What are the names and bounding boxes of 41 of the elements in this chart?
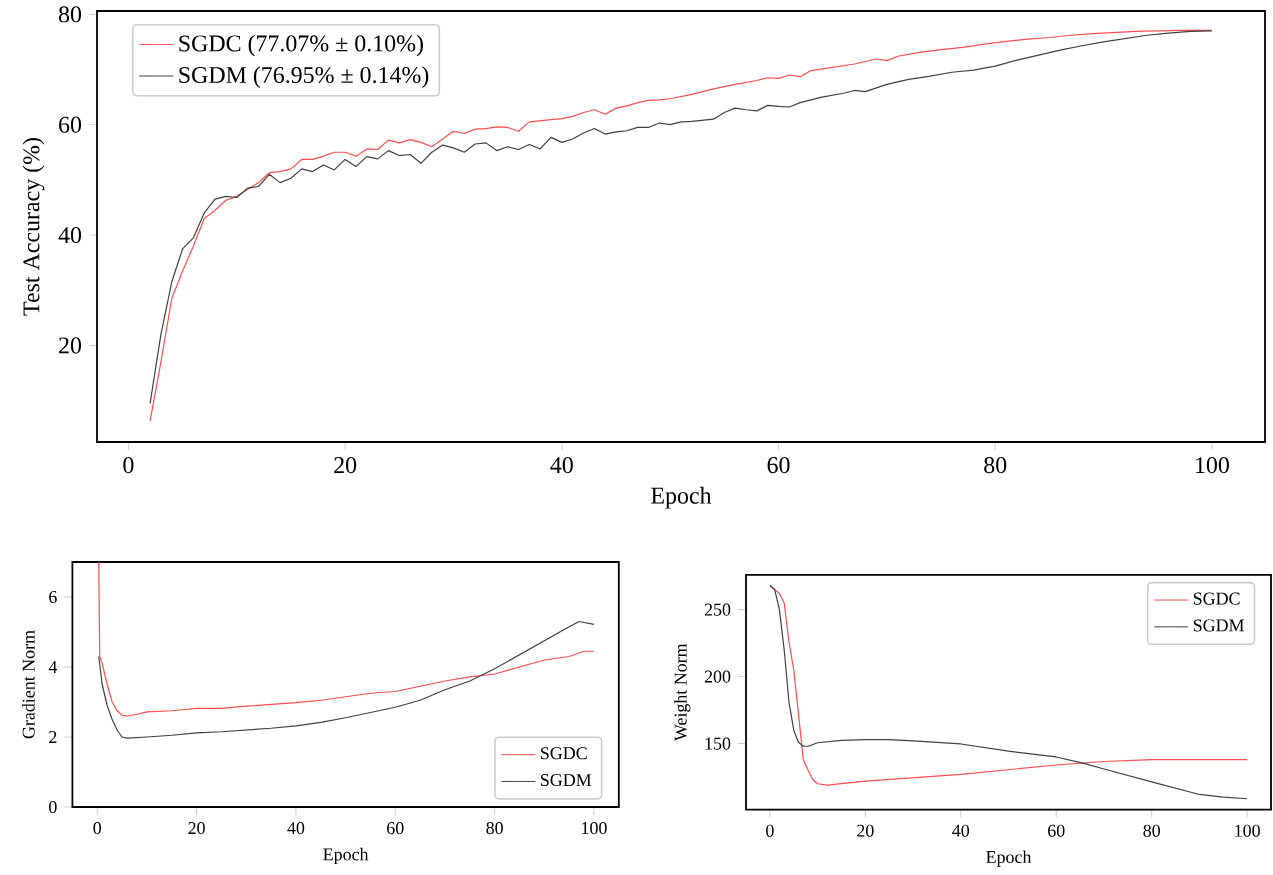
y-tick-label: 0 xyxy=(49,800,57,814)
x-axis-title: Epoch xyxy=(651,486,712,509)
x-tick-label: 20 xyxy=(334,457,357,474)
x-tick-label: 100 xyxy=(1196,457,1229,474)
y-tick-label: 40 xyxy=(58,226,82,244)
legend-label: SGDM xyxy=(1193,619,1244,632)
y-tick-label: 6 xyxy=(49,590,57,604)
y-tick-label: 200 xyxy=(704,670,731,683)
x-tick-label: 60 xyxy=(767,457,790,474)
x-tick-label: 0 xyxy=(93,822,102,835)
x-axis-title: Epoch xyxy=(986,850,1032,867)
x-tick-label: 40 xyxy=(287,822,305,835)
legend-label: SGDM xyxy=(541,774,592,787)
y-axis-title: Test Accuracy (%) xyxy=(22,138,45,316)
x-tick-label: 60 xyxy=(387,822,404,835)
legend-label: SGDC xyxy=(541,747,587,760)
x-tick-label: 100 xyxy=(582,822,607,835)
x-tick-label: 0 xyxy=(123,457,134,474)
x-tick-label: 80 xyxy=(1143,824,1160,837)
x-tick-label: 20 xyxy=(188,822,205,835)
y-axis-title: Gradient Norm xyxy=(22,630,35,739)
legend-label: SGDC xyxy=(1193,592,1240,605)
x-tick-label: 40 xyxy=(952,824,970,837)
legend-label: SGDC (77.07% ± 0.10%) xyxy=(179,34,423,57)
y-tick-label: 20 xyxy=(59,337,82,354)
y-tick-label: 250 xyxy=(704,603,731,616)
x-tick-label: 60 xyxy=(1048,824,1065,837)
x-tick-label: 80 xyxy=(984,457,1007,474)
x-axis-title: Epoch xyxy=(323,847,369,865)
y-tick-label: 2 xyxy=(49,731,57,743)
legend-label: SGDM (76.95% ± 0.14%) xyxy=(179,66,429,88)
y-axis-title: Weight Norm xyxy=(674,643,691,741)
y-tick-label: 60 xyxy=(59,116,82,133)
x-tick-label: 20 xyxy=(857,824,874,837)
x-tick-label: 40 xyxy=(550,457,573,474)
x-tick-label: 100 xyxy=(1235,824,1260,837)
x-tick-label: 0 xyxy=(766,824,774,837)
x-tick-label: 80 xyxy=(486,822,503,835)
y-tick-label: 150 xyxy=(705,737,731,750)
y-tick-label: 80 xyxy=(58,6,82,23)
y-tick-label: 4 xyxy=(48,661,58,673)
